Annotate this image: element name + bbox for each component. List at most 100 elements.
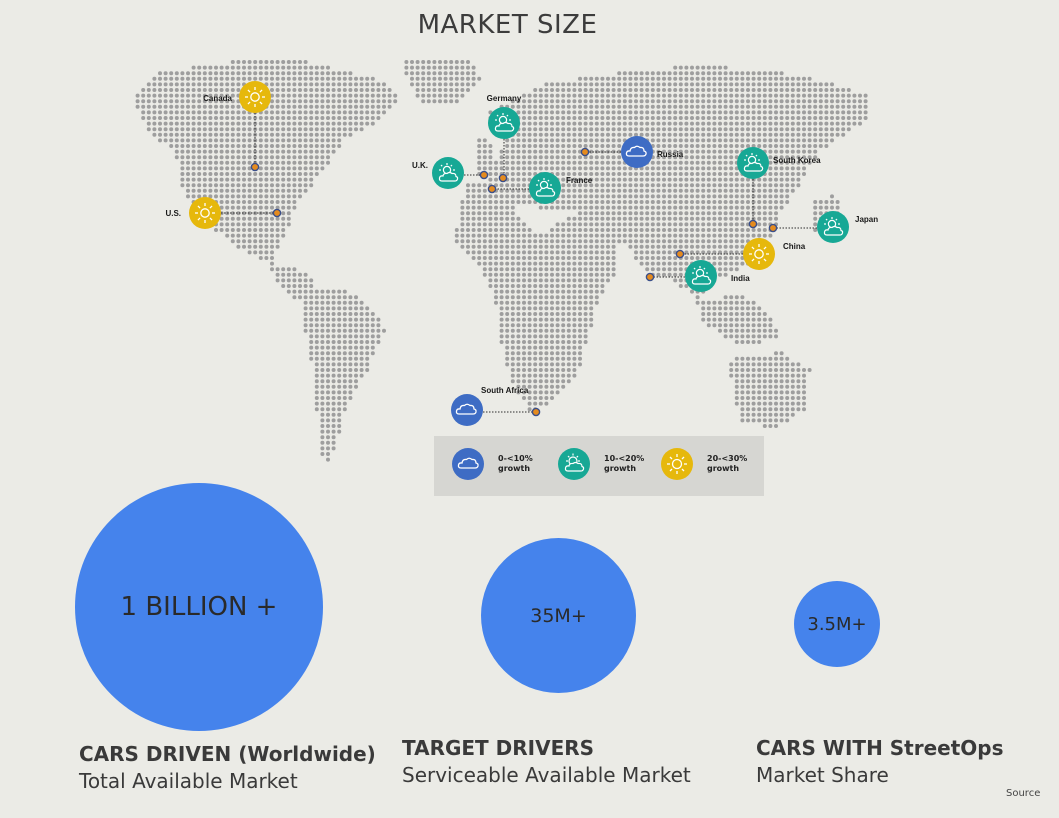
map-dot (174, 88, 179, 92)
map-dot (645, 71, 650, 76)
map-dot (774, 160, 778, 165)
map-dot (645, 121, 650, 126)
map-dot (314, 368, 319, 372)
tam-caption: CARS DRIVEN (Worldwide) Total Available … (79, 741, 376, 795)
map-dot (600, 138, 605, 143)
map-dot (275, 172, 280, 176)
map-dot (482, 200, 487, 204)
map-dot (522, 177, 526, 182)
map-dot (667, 82, 672, 87)
map-dot (538, 362, 543, 367)
map-dot (516, 362, 521, 367)
map-dot (466, 205, 470, 210)
map-dot (326, 306, 330, 311)
map-dot (516, 328, 521, 333)
map-dot (247, 116, 252, 120)
map-dot (751, 205, 756, 210)
map-dot (460, 60, 465, 64)
map-dot (197, 104, 202, 109)
map-dot (527, 317, 532, 322)
map-dot (326, 429, 330, 434)
map-dot (572, 267, 577, 272)
map-dot (818, 121, 823, 126)
map-dot (785, 99, 790, 104)
map-dot (482, 155, 487, 160)
map-dot (678, 76, 683, 81)
map-dot (236, 71, 241, 76)
map-dot (326, 379, 330, 384)
map-dot (320, 121, 325, 126)
map-dot (247, 244, 252, 249)
map-dot (225, 121, 230, 126)
map-dot (555, 160, 560, 165)
map-dot (270, 99, 274, 104)
map-dot (533, 233, 538, 238)
map-dot (578, 104, 582, 109)
map-dot (314, 127, 319, 132)
map-dot (421, 99, 426, 104)
map-dot (622, 127, 627, 132)
map-dot (230, 99, 235, 104)
map-dot (830, 110, 834, 115)
map-dot (253, 244, 258, 249)
map-dot (376, 317, 381, 322)
map-dot (152, 99, 157, 104)
map-dot (566, 345, 571, 350)
map-dot (538, 345, 543, 350)
map-dot (555, 373, 560, 378)
map-dot (572, 222, 577, 227)
map-dot (320, 384, 325, 389)
map-dot (236, 144, 241, 148)
map-dot (292, 60, 297, 64)
map-dot (790, 104, 795, 109)
map-dot (247, 149, 252, 154)
map-dot (365, 328, 370, 333)
map-dot (600, 144, 605, 148)
map-dot (751, 384, 756, 389)
map-dot (292, 138, 297, 143)
map-dot (684, 177, 689, 182)
map-dot (163, 93, 168, 98)
map-dot (673, 267, 678, 272)
map-dot (639, 200, 644, 204)
map-dot (606, 205, 610, 210)
map-dot (555, 278, 560, 283)
map-dot (533, 155, 538, 160)
map-dot (370, 334, 375, 339)
map-dot (740, 82, 745, 87)
map-dot (606, 272, 610, 277)
map-dot (650, 160, 655, 165)
map-dot (208, 76, 213, 81)
map-dot (673, 183, 678, 188)
map-dot (757, 211, 762, 216)
map-dot (650, 233, 655, 238)
map-dot (600, 88, 605, 92)
map-dot (589, 244, 594, 249)
map-dot (191, 194, 196, 199)
map-dot (510, 99, 515, 104)
map-dot (712, 300, 717, 305)
map-dot (438, 76, 442, 81)
map-dot (639, 104, 644, 109)
map-dot (617, 88, 622, 92)
map-dot (768, 160, 773, 165)
map-dot (673, 239, 678, 244)
map-dot (746, 127, 750, 132)
map-dot (606, 211, 610, 216)
map-dot (348, 93, 353, 98)
map-dot (740, 261, 745, 266)
map-dot (236, 82, 241, 87)
map-dot (214, 149, 218, 154)
map-dot (505, 267, 510, 272)
map-dot (606, 127, 610, 132)
map-dot (516, 104, 521, 109)
map-dot (684, 104, 689, 109)
map-dot (466, 183, 470, 188)
map-dot (650, 82, 655, 87)
map-dot (561, 300, 566, 305)
map-dot (298, 82, 302, 87)
map-dot (264, 222, 269, 227)
map-dot (331, 306, 336, 311)
source-link[interactable]: Source (1006, 788, 1041, 799)
map-dot (578, 88, 582, 92)
